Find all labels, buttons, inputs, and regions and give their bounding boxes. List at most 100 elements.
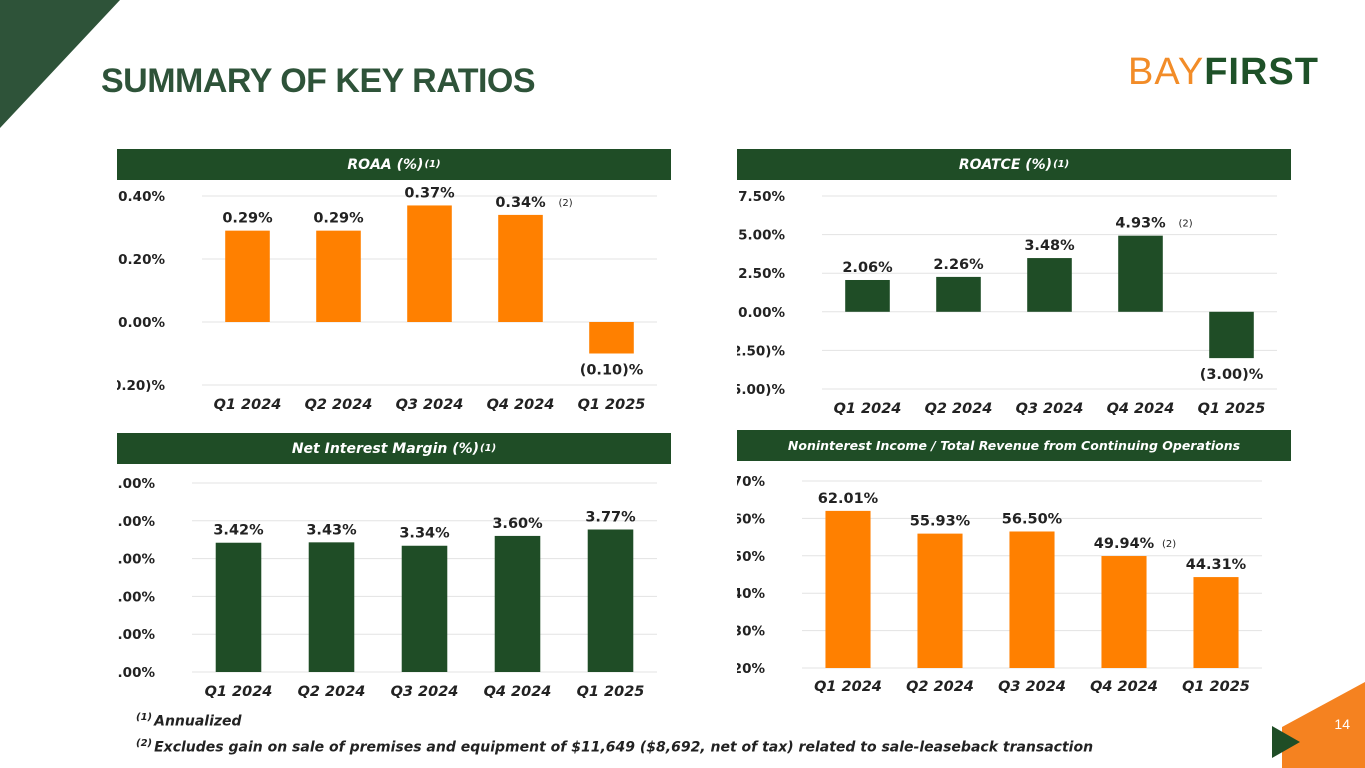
nim-bar: [401, 545, 448, 672]
roaa-title-footnote: (1): [424, 159, 441, 170]
roatce-bar: [1027, 258, 1072, 312]
nim-bar: [308, 542, 355, 672]
roaa-y-tick-label: 0.00%: [118, 315, 165, 331]
roatce-title-footnote: (1): [1053, 159, 1070, 170]
noninterest-bar: [1193, 577, 1239, 668]
roatce-chart-header: ROATCE (%) (1): [737, 149, 1291, 180]
roatce-bar: [1118, 235, 1163, 312]
noninterest-data-label: 56.50%: [1002, 511, 1063, 527]
roatce-y-tick-label: 0.00%: [738, 305, 785, 321]
roaa-chart: 0.40% 0.20% 0.00% (0.20)% 0.29% Q1 2024 0.29% Q…: [117, 185, 657, 413]
roaa-bar: [498, 214, 543, 322]
roaa-data-label: (0.10)%: [580, 363, 644, 379]
noninterest-category-label: Q4 2024: [1090, 679, 1158, 695]
footnote-1-text: Annualized: [154, 713, 242, 730]
noninterest-bar: [1101, 556, 1147, 668]
roatce-y-tick-label: 5.00%: [738, 228, 785, 244]
noninterest-data-label: 44.31%: [1186, 557, 1247, 573]
roaa-data-label: 0.34%: [495, 195, 546, 211]
roatce-bar: [845, 279, 890, 312]
roatce-y-tick-label: (2.50)%: [737, 343, 785, 359]
page-title: SUMMARY OF KEY RATIOS: [101, 62, 536, 100]
noninterest-y-tick-label: 60%: [737, 511, 765, 527]
nim-data-label: 3.34%: [399, 526, 450, 542]
footnote-2-marker: (2): [136, 737, 153, 749]
footnote-2: (2) Excludes gain on sale of premises and…: [136, 733, 1093, 759]
roaa-category-label: Q1 2025: [578, 397, 646, 413]
roatce-y-tick-label: 7.50%: [738, 189, 785, 205]
nim-y-tick-label: 2.00%: [117, 589, 155, 605]
footnote-1: (1) Annualized: [136, 707, 1093, 733]
roaa-bar: [316, 230, 361, 322]
roaa-chart-header: ROAA (%) (1): [117, 149, 671, 180]
noninterest-y-tick-label: 50%: [737, 549, 765, 565]
page-number: 14: [1334, 716, 1350, 732]
roatce-y-tick-label: 2.50%: [738, 266, 785, 282]
logo-part-bay: BAY: [1128, 51, 1205, 93]
page-corner-orange-decoration: [1282, 682, 1365, 768]
roaa-data-label: 0.37%: [404, 185, 455, 201]
nim-chart-title: Net Interest Margin (%): [291, 440, 480, 457]
roatce-data-label: 3.48%: [1024, 238, 1075, 254]
nim-y-tick-label: 0.00%: [117, 665, 155, 681]
noninterest-category-label: Q3 2024: [998, 679, 1066, 695]
roaa-chart-title: ROAA (%): [347, 156, 424, 173]
roatce-bar: [936, 276, 981, 312]
noninterest-data-label: 49.94%: [1094, 536, 1155, 552]
noninterest-category-label: Q1 2024: [814, 679, 882, 695]
noninterest-bar: [825, 510, 871, 668]
roaa-bar: [225, 230, 270, 322]
roaa-data-label: 0.29%: [313, 211, 364, 227]
roatce-category-label: Q4 2024: [1107, 401, 1175, 417]
nim-category-label: Q3 2024: [391, 684, 459, 700]
noninterest-label-footnote: (2): [1162, 539, 1176, 550]
roaa-y-tick-label: (0.20)%: [117, 378, 165, 394]
roatce-data-label: 2.26%: [933, 257, 984, 273]
roaa-category-label: Q3 2024: [396, 397, 464, 413]
corner-triangle-decoration: [0, 0, 120, 128]
logo-part-first: FIRST: [1204, 51, 1319, 93]
noninterest-category-label: Q2 2024: [906, 679, 974, 695]
noninterest-y-tick-label: 40%: [737, 586, 765, 602]
roaa-category-label: Q1 2024: [214, 397, 282, 413]
roatce-chart: 7.50% 5.00% 2.50% 0.00% (2.50)% (5.00)% 2.06% Q…: [737, 189, 1277, 417]
roatce-label-footnote: (2): [1179, 219, 1193, 230]
roaa-bar: [407, 205, 452, 322]
roatce-category-label: Q1 2024: [834, 401, 902, 417]
nim-title-footnote: (1): [480, 443, 497, 454]
roaa-category-label: Q4 2024: [487, 397, 555, 413]
nim-chart-header: Net Interest Margin (%) (1): [117, 433, 671, 464]
footnotes: (1) Annualized (2) Excludes gain on sale o…: [136, 707, 1093, 758]
noninterest-y-tick-label: 70%: [737, 474, 765, 490]
roatce-category-label: Q3 2024: [1016, 401, 1084, 417]
nim-category-label: Q2 2024: [298, 684, 366, 700]
roatce-data-label: 4.93%: [1115, 216, 1166, 232]
nim-data-label: 3.77%: [585, 509, 636, 525]
nim-y-tick-label: 1.00%: [117, 627, 155, 643]
roatce-category-label: Q1 2025: [1198, 401, 1266, 417]
roaa-category-label: Q2 2024: [305, 397, 373, 413]
nim-data-label: 3.42%: [213, 523, 264, 539]
nim-bar: [587, 529, 634, 672]
nim-y-tick-label: 3.00%: [117, 552, 155, 568]
nim-bar: [494, 535, 541, 672]
roaa-bar: [589, 322, 634, 354]
nim-y-tick-label: 5.00%: [117, 476, 155, 492]
nim-chart: 5.00% 4.00% 3.00% 2.00% 1.00% 0.00% 3.42% Q1 20…: [117, 476, 657, 700]
roatce-chart-title: ROATCE (%): [958, 156, 1053, 173]
footnote-2-text: Excludes gain on sale of premises and eq…: [154, 739, 1094, 756]
noninterest-bar: [1009, 531, 1055, 668]
roatce-bar: [1209, 311, 1254, 359]
noninterest-data-label: 62.01%: [818, 491, 879, 507]
noninterest-chart-title: Noninterest Income / Total Revenue from …: [787, 438, 1241, 453]
nim-data-label: 3.43%: [306, 522, 357, 538]
nim-data-label: 3.60%: [492, 516, 543, 532]
noninterest-category-label: Q1 2025: [1182, 679, 1250, 695]
noninterest-data-label: 55.93%: [910, 514, 971, 530]
noninterest-chart: 70% 60% 50% 40% 30% 20% 62.01% Q1 2024 55.93% Q2 …: [737, 474, 1262, 695]
nim-category-label: Q1 2024: [205, 684, 273, 700]
nim-bar: [215, 542, 262, 672]
noninterest-y-tick-label: 20%: [737, 661, 765, 677]
roaa-label-footnote: (2): [559, 198, 573, 209]
